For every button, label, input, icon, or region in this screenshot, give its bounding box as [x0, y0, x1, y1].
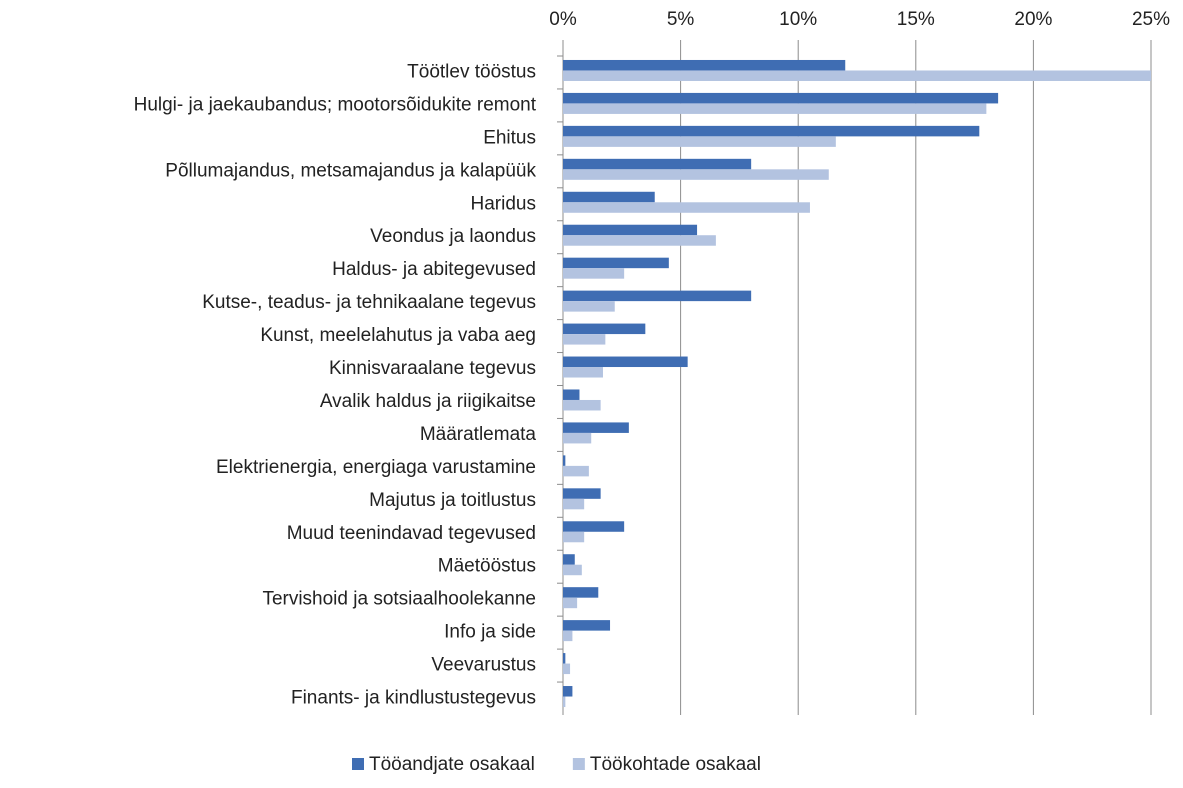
x-tick-label: 15%: [897, 9, 935, 30]
bar: [563, 59, 846, 71]
x-tick-label: 25%: [1132, 9, 1170, 30]
bar: [563, 290, 752, 302]
bar: [563, 597, 578, 609]
y-tick-label: Kutse-, teadus- ja tehnikaalane tegevus: [202, 292, 536, 313]
bar: [563, 587, 599, 598]
y-tick-label: Mäetööstus: [438, 556, 536, 577]
x-tick-label: 20%: [1014, 9, 1052, 30]
y-tick-label: Muud teenindavad tegevused: [287, 523, 536, 544]
bar: [563, 554, 575, 565]
legend-swatch: [572, 758, 585, 770]
bar: [563, 169, 829, 180]
bar: [563, 334, 606, 345]
bar: [563, 686, 573, 697]
y-tick-label: Kinnisvaraalane tegevus: [329, 358, 536, 379]
bar: [563, 301, 615, 312]
y-tick-label: Määratlemata: [420, 424, 537, 445]
y-tick-label: Majutus ja toitlustus: [369, 490, 536, 511]
y-tick-label: Finants- ja kindlustustegevus: [291, 688, 536, 709]
bar: [563, 125, 980, 137]
x-tick-label: 10%: [779, 9, 817, 30]
bar: [563, 455, 566, 466]
bar: [563, 696, 566, 708]
bar: [563, 356, 688, 368]
bar: [563, 653, 566, 664]
x-tick-label: 5%: [667, 9, 695, 30]
legend-label: Töökohtade osakaal: [590, 754, 761, 775]
bar: [563, 367, 603, 378]
y-tick-label: Elektrienergia, energiaga varustamine: [216, 457, 536, 478]
bar: [563, 498, 585, 510]
bar: [563, 521, 625, 532]
bar: [563, 399, 601, 411]
bar: [563, 70, 1151, 81]
bar: [563, 620, 611, 631]
bar: [563, 136, 836, 147]
y-tick-label: Hulgi- ja jaekaubandus; mootorsõidukite …: [134, 94, 537, 115]
bar: [563, 488, 601, 499]
bar: [563, 323, 646, 335]
bar: [563, 202, 810, 213]
bar: [563, 465, 589, 477]
bar: [563, 92, 999, 104]
y-tick-label: Kunst, meelelahutus ja vaba aeg: [260, 325, 536, 346]
y-tick-label: Põllumajandus, metsamajandus ja kalapüük: [165, 160, 536, 181]
bar: [563, 630, 573, 642]
y-tick-label: Töötlev tööstus: [407, 61, 536, 82]
y-tick-label: Veondus ja laondus: [370, 226, 536, 247]
bar: [563, 158, 752, 170]
y-tick-label: Info ja side: [444, 622, 536, 643]
bar: [563, 235, 716, 246]
y-tick-label: Haridus: [471, 193, 536, 214]
y-tick-label: Tervishoid ja sotsiaalhoolekanne: [262, 589, 536, 610]
bar: [563, 564, 582, 576]
legend-label: Tööandjate osakaal: [369, 754, 535, 775]
bar: [563, 663, 571, 675]
bar: [563, 257, 669, 269]
y-tick-label: Ehitus: [483, 127, 536, 148]
bar: [563, 389, 580, 400]
bar: [563, 191, 655, 203]
y-tick-label: Haldus- ja abitegevused: [332, 259, 536, 280]
x-tick-label: 0%: [549, 9, 577, 30]
bar: [563, 422, 629, 433]
bar: [563, 268, 625, 279]
bar: [563, 224, 698, 236]
bar: [563, 432, 592, 444]
bar: [563, 531, 585, 543]
y-tick-label: Veevarustus: [431, 655, 536, 676]
bar: [563, 103, 987, 114]
legend-swatch: [352, 758, 364, 770]
y-tick-label: Avalik haldus ja riigikaitse: [320, 391, 536, 412]
